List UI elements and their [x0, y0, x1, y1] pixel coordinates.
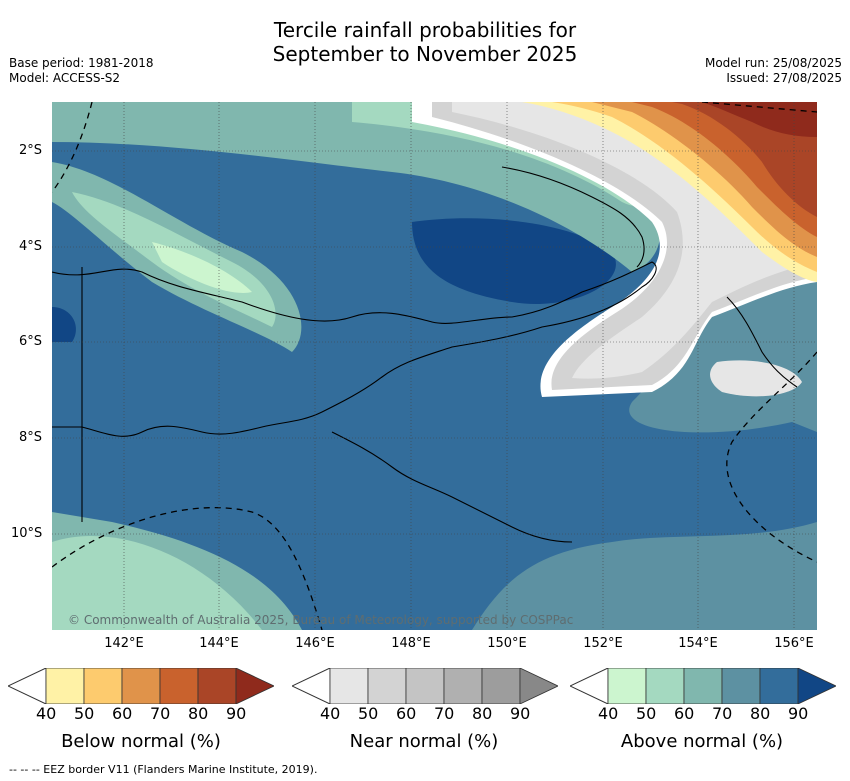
issued-text: Issued: 27/08/2025: [726, 71, 842, 85]
near-normal-label: Near normal (%): [349, 731, 499, 752]
base-period-text: Base period: 1981-2018: [9, 56, 154, 70]
colorbar-swatch: [759, 668, 799, 704]
gridlines: [52, 102, 817, 630]
coastlines: [52, 166, 798, 543]
colorbar-tick-label: 70: [434, 704, 455, 723]
colorbar-tick-label: 40: [598, 704, 619, 723]
colorbar-swatch: [443, 668, 483, 704]
colorbar-high-arrow: [797, 668, 836, 704]
colorbar-tick-label: 60: [674, 704, 695, 723]
meta-right: Model run: 25/08/2025 Issued: 27/08/2025: [705, 56, 842, 86]
colorbar-high-arrow: [235, 668, 274, 704]
colorbar-above: [570, 668, 836, 704]
lon-tick: 146°E: [295, 636, 335, 651]
colorbar-below-swatches: [45, 668, 274, 704]
field-above-90-center: [412, 218, 616, 304]
colorbar-swatch: [159, 668, 199, 704]
colorbar-tick-label: 90: [226, 704, 247, 723]
colorbar-tick-label: 50: [358, 704, 379, 723]
eez-borders: [52, 102, 817, 630]
lon-tick: 144°E: [199, 636, 239, 651]
south-coast: [331, 431, 573, 543]
eez-footer-note: -- -- -- EEZ border V11 (Flanders Marine…: [9, 763, 318, 776]
colorbar-near-swatches: [329, 668, 558, 704]
colorbar-near-low-arrow: [292, 668, 331, 704]
lat-tick: 4°S: [19, 239, 43, 254]
colorbar-tick-label: 60: [112, 704, 133, 723]
colorbar-near: [292, 668, 558, 704]
colorbar-swatch: [645, 668, 685, 704]
colorbar-tick-label: 70: [712, 704, 733, 723]
colorbar-swatch: [607, 668, 647, 704]
eez-border-ne: [701, 102, 817, 113]
above-normal-label: Above normal (%): [620, 731, 784, 752]
lon-tick: 148°E: [391, 636, 431, 651]
colorbar-tick-label: 50: [636, 704, 657, 723]
colorbar-swatch: [197, 668, 237, 704]
model-text: Model: ACCESS-S2: [9, 71, 121, 85]
probability-map: [52, 102, 817, 630]
colorbar-tick-label: 40: [36, 704, 57, 723]
lon-tick: 150°E: [487, 636, 527, 651]
new-britain-coast: [501, 166, 645, 268]
meta-left: Base period: 1981-2018 Model: ACCESS-S2: [9, 56, 154, 86]
field-above-50-sw: [52, 535, 262, 630]
colorbar-swatch: [367, 668, 407, 704]
colorbar-swatch: [721, 668, 761, 704]
colorbar-tick-label: 80: [472, 704, 493, 723]
colorbar-tick-label: 60: [396, 704, 417, 723]
colorbar-tick-label: 70: [150, 704, 171, 723]
lon-tick: 154°E: [678, 636, 718, 651]
title-line-1: Tercile rainfall probabilities for: [273, 18, 577, 42]
lat-tick: 6°S: [19, 334, 43, 349]
colorbar-tick-label: 80: [188, 704, 209, 723]
colorbar-swatch: [121, 668, 161, 704]
lon-tick: 142°E: [104, 636, 144, 651]
colorbar-tick-label: 90: [788, 704, 809, 723]
field-above-50-north: [352, 102, 662, 207]
colorbar-tick-label: 50: [74, 704, 95, 723]
colorbar-tick-label: 80: [750, 704, 771, 723]
colorbar-below: [8, 668, 274, 704]
colorbar-swatch: [481, 668, 521, 704]
eez-border-e: [726, 351, 817, 563]
field-above-40-highlands: [152, 242, 252, 293]
lon-tick: 156°E: [774, 636, 814, 651]
colorbar-swatch: [329, 668, 369, 704]
colorbar-swatch: [83, 668, 123, 704]
field-above-90-west: [52, 307, 76, 342]
field-near-40-east: [710, 360, 802, 397]
colorbar-tick-label: 40: [320, 704, 341, 723]
colorbar-above-low-arrow: [570, 668, 609, 704]
eez-border-sw: [52, 506, 323, 630]
field-below-90: [702, 102, 817, 137]
map-title: Tercile rainfall probabilities for Septe…: [0, 18, 850, 66]
colorbar-swatch: [45, 668, 85, 704]
colorbar-below-low-arrow: [8, 668, 47, 704]
eez-border-nw: [52, 102, 93, 193]
below-normal-label: Below normal (%): [61, 731, 221, 752]
new-ireland-coast: [726, 296, 798, 388]
colorbar-swatch: [683, 668, 723, 704]
copyright-text: © Commonwealth of Australia 2025, Bureau…: [68, 613, 574, 627]
colorbar-high-arrow: [519, 668, 558, 704]
title-line-2: September to November 2025: [272, 42, 578, 66]
colorbar-above-swatches: [607, 668, 836, 704]
lat-tick: 10°S: [11, 526, 43, 541]
lat-tick: 8°S: [19, 430, 43, 445]
colorbar-tick-label: 90: [510, 704, 531, 723]
lon-tick: 152°E: [583, 636, 623, 651]
colorbar-swatch: [405, 668, 445, 704]
lat-tick: 2°S: [19, 143, 43, 158]
new-guinea-coast: [52, 261, 657, 437]
model-run-text: Model run: 25/08/2025: [704, 56, 842, 70]
